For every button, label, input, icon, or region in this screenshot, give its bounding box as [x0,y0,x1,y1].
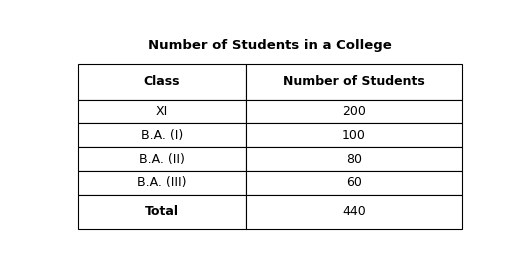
Text: B.A. (I): B.A. (I) [141,129,183,142]
Bar [246,99,462,123]
Bar [78,147,246,171]
Text: Number of Students: Number of Students [283,75,425,88]
Bar [78,123,246,147]
Text: 440: 440 [342,205,366,218]
Text: 100: 100 [342,129,366,142]
Bar [78,64,246,99]
Bar [246,171,462,195]
Bar [78,195,246,228]
Text: XI: XI [156,105,168,118]
Bar [246,123,462,147]
Bar [246,195,462,228]
Text: Number of Students in a College: Number of Students in a College [148,39,392,52]
Text: 80: 80 [346,152,362,165]
Bar [78,171,246,195]
Text: B.A. (III): B.A. (III) [137,176,187,189]
Bar [246,147,462,171]
Bar [246,64,462,99]
Text: 60: 60 [346,176,362,189]
Text: 200: 200 [342,105,366,118]
Bar [78,99,246,123]
Text: B.A. (II): B.A. (II) [139,152,185,165]
Text: Total: Total [145,205,179,218]
Text: Class: Class [143,75,180,88]
